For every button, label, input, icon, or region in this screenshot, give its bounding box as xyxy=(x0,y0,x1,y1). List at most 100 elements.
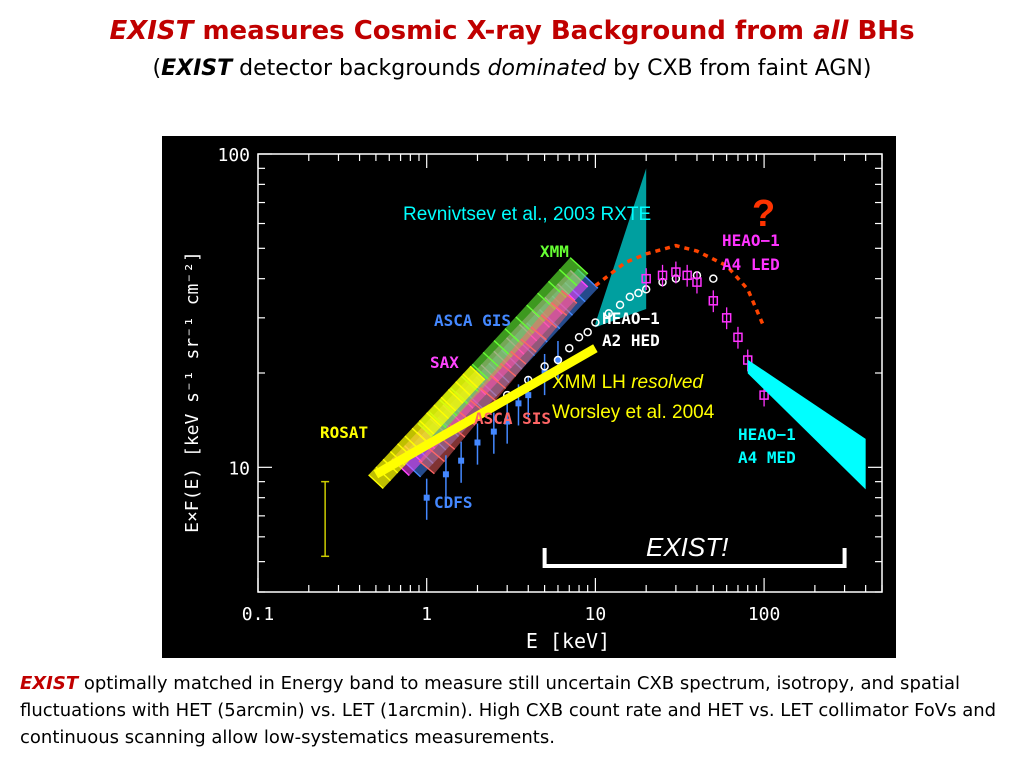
xmm-band-hatch xyxy=(569,257,589,275)
heao-led-point xyxy=(682,270,692,281)
annotation-question-mark: ? xyxy=(752,193,775,235)
rosat-band-hatch xyxy=(426,412,442,427)
cxb-spectrum-plot: 0.1 1 10 100 10 100 ROSAT XMM ASCA GIS SAX AS… xyxy=(162,136,896,658)
heao-led-point xyxy=(657,270,668,281)
annotation-worsley: Worsley et al. 2004 xyxy=(552,402,715,423)
x-tick-label: 100 xyxy=(748,604,781,625)
heao-a2-point xyxy=(709,274,718,283)
label-heao-a2-2: A2 HED xyxy=(602,331,660,350)
cxb-peak-curve xyxy=(594,243,766,328)
asca-sis-band-hatch xyxy=(561,289,578,304)
x-axis-title: E [keV] xyxy=(526,629,610,653)
asca-sis-band-hatch xyxy=(418,460,435,475)
x-tick-label: 1 xyxy=(421,604,432,625)
heao-a2-point xyxy=(553,355,563,365)
slide-caption: EXIST optimally matched in Energy band t… xyxy=(20,670,1010,751)
heao-a2-point xyxy=(540,362,549,371)
heao-led-point xyxy=(671,267,681,277)
asca-sis-band-hatch xyxy=(428,448,445,463)
asca-sis-band-hatch xyxy=(489,375,507,390)
heao-a2-point xyxy=(591,318,600,327)
title-text: measures Cosmic X-ray Background from xyxy=(193,16,814,46)
label-heao-led-2: A4 LED xyxy=(722,255,780,274)
title-end: BHs xyxy=(848,16,915,46)
rosat-band-hatch xyxy=(411,427,428,443)
x-tick-label: 10 xyxy=(585,604,607,625)
cxb-chart-svg: 0.1 1 10 100 10 100 ROSAT XMM ASCA GIS SAX AS… xyxy=(182,145,883,653)
heao-led-point xyxy=(692,277,702,287)
label-heao-med-1: HEAO−1 xyxy=(738,425,796,444)
label-sax: SAX xyxy=(430,353,459,372)
heao-led-point xyxy=(641,273,651,284)
rosat-band-hatch xyxy=(440,396,457,412)
slide-title: EXIST measures Cosmic X-ray Background f… xyxy=(0,16,1024,46)
label-cdfs: CDFS xyxy=(434,493,473,512)
exist-band-bracket xyxy=(542,548,847,568)
cdfs-point xyxy=(515,400,522,407)
asca-sis-band-hatch xyxy=(520,338,537,353)
asca-sis-band-hatch xyxy=(550,302,568,316)
heao-a2-point xyxy=(615,300,625,310)
heao-a2-point xyxy=(565,343,574,353)
subtitle-exist: EXIST xyxy=(161,56,233,81)
cdfs-point xyxy=(554,357,561,364)
annotation-revnivtsev: Revnivtsev et al., 2003 RXTE xyxy=(403,204,651,225)
rosat-band-hatch xyxy=(447,388,464,404)
heao-med-wedge xyxy=(747,359,866,490)
heao-a2-point xyxy=(625,292,635,302)
asca-sis-band-hatch xyxy=(540,314,558,329)
label-xmm: XMM xyxy=(540,242,569,261)
heao-led-point xyxy=(721,313,732,323)
label-heao-med-2: A4 MED xyxy=(738,448,796,467)
rosat-band-hatch xyxy=(469,365,486,381)
subtitle-text: detector backgrounds xyxy=(232,56,488,81)
y-axis-title: E×F(E) [keV s⁻¹ sr⁻¹ cm⁻²] xyxy=(182,251,203,533)
xmm-band-hatch xyxy=(482,351,502,370)
annotation-resolved: resolved xyxy=(631,372,704,393)
annotation-xmm-lh: XMM LH resolved xyxy=(552,372,704,393)
rosat-band-hatch xyxy=(368,474,384,489)
annotation-exist: EXIST! xyxy=(646,532,728,562)
asca-sis-band-hatch xyxy=(530,326,547,341)
title-exist: EXIST xyxy=(109,16,194,46)
cdfs-point xyxy=(490,428,497,435)
rxte-wedge xyxy=(595,168,647,328)
rosat-band-hatch xyxy=(462,373,479,389)
heao-a2-point xyxy=(634,288,643,298)
cdfs-point xyxy=(442,471,449,478)
cdfs-point xyxy=(458,457,465,464)
label-rosat: ROSAT xyxy=(320,423,368,442)
heao-led-point xyxy=(708,296,719,306)
cdfs-point xyxy=(525,392,532,399)
asca-sis-band-hatch xyxy=(479,387,496,402)
subtitle-end: by CXB from faint AGN) xyxy=(606,56,872,81)
asca-sis-band-hatch xyxy=(510,350,527,365)
label-asca-sis: ASCA SIS xyxy=(474,409,551,428)
subtitle-dominated: dominated xyxy=(487,56,607,81)
heao-a2-point xyxy=(604,309,613,318)
heao-a2-point xyxy=(583,327,592,337)
xmm-band-hatch xyxy=(558,268,578,287)
y-tick-label: 100 xyxy=(217,145,250,166)
heao-led-point xyxy=(759,390,769,400)
caption-exist: EXIST xyxy=(20,673,79,694)
rosat-band-hatch xyxy=(455,381,471,396)
title-all: all xyxy=(813,16,849,46)
caption-text: optimally matched in Energy band to meas… xyxy=(20,673,997,748)
label-heao-led-1: HEAO−1 xyxy=(722,231,780,250)
y-tick-label: 10 xyxy=(228,458,250,479)
heao-led-point xyxy=(733,332,743,343)
cdfs-point xyxy=(474,439,481,446)
rosat-band-hatch xyxy=(433,404,449,420)
slide-subtitle: (EXIST detector backgrounds dominated by… xyxy=(0,56,1024,81)
xmm-resolved-line xyxy=(373,344,598,479)
annotation-xmm-lh-text: XMM LH xyxy=(552,372,626,393)
asca-sis-band-hatch xyxy=(500,362,517,377)
rosat-band-hatch xyxy=(418,419,435,435)
heao-a2-point xyxy=(574,333,584,342)
xmm-band-hatch xyxy=(471,363,491,381)
x-tick-label: 0.1 xyxy=(242,604,275,625)
label-asca-gis: ASCA GIS xyxy=(434,311,511,330)
label-heao-a2-1: HEAO−1 xyxy=(602,309,660,328)
cdfs-point xyxy=(504,418,511,425)
